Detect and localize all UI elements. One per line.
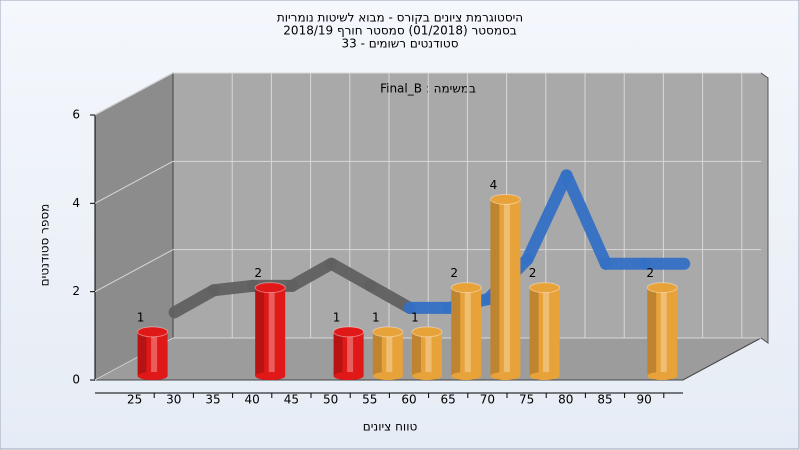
bar-highlight: [268, 287, 275, 376]
data-label: 2: [254, 266, 262, 280]
bar-base: [451, 372, 482, 380]
y-tick-label: 6: [72, 108, 80, 122]
bar-base: [255, 372, 286, 380]
bar-shade: [490, 199, 500, 376]
bar-top: [529, 282, 561, 294]
x-tick-label: 55: [362, 393, 377, 407]
grid-line: [94, 249, 174, 293]
data-label: 1: [372, 310, 380, 324]
bar-highlight: [660, 287, 667, 376]
bar-base: [137, 372, 168, 380]
bar-highlight: [543, 287, 550, 376]
bar-highlight: [464, 287, 471, 376]
data-label: 1: [411, 310, 419, 324]
bar: [490, 199, 521, 376]
data-label: 2: [646, 266, 654, 280]
trend-segment: [168, 284, 220, 319]
x-tick-label: 40: [245, 393, 260, 407]
bar-shade: [412, 331, 421, 376]
bar-top: [489, 193, 521, 205]
bar-base: [412, 372, 442, 380]
bar-base: [529, 372, 560, 380]
bar-highlight: [386, 331, 393, 376]
bar-base: [647, 372, 678, 380]
x-tick-label: 75: [519, 393, 534, 407]
bar-base: [490, 372, 521, 380]
bar: [529, 287, 560, 376]
trend-segment: [521, 169, 573, 266]
grid-line: [94, 160, 174, 204]
x-tick-label: 70: [480, 393, 495, 407]
bar: [333, 331, 364, 376]
trend-segment: [364, 279, 416, 314]
trend-segment: [286, 257, 338, 292]
trend-segment: [560, 169, 612, 270]
x-tick-label: 30: [166, 393, 181, 407]
bar: [255, 287, 286, 376]
bar-top: [411, 326, 443, 338]
bar-top: [137, 326, 169, 338]
x-tick-label: 35: [205, 393, 220, 407]
trend-segment: [325, 257, 377, 292]
data-label: 1: [333, 310, 341, 324]
bar: [647, 287, 678, 376]
bar-top: [372, 326, 404, 338]
bar-highlight: [347, 331, 354, 376]
x-tick-label: 90: [637, 393, 652, 407]
bar-top: [450, 282, 482, 294]
bar-top: [254, 282, 286, 294]
bar-base: [333, 372, 364, 380]
chart-subtitle: סטודנטים רשומים - 33: [341, 37, 458, 51]
x-tick-label: 25: [127, 393, 142, 407]
y-tick-label: 4: [72, 196, 80, 210]
y-tick-label: 0: [72, 373, 80, 387]
bar: [412, 331, 442, 376]
bar-shade: [255, 287, 265, 376]
x-tick-label: 60: [401, 393, 416, 407]
bar-highlight: [151, 331, 158, 376]
y-tick-label: 2: [72, 284, 80, 298]
data-label: 4: [490, 178, 498, 192]
data-label: 1: [137, 310, 145, 324]
bar-top: [333, 326, 365, 338]
bar-shade: [137, 331, 147, 376]
x-axis-label: טווח ציונים: [363, 420, 418, 434]
bar-shade: [333, 331, 343, 376]
y-axis-label: מספר סטודנטים: [38, 204, 52, 287]
bar: [451, 287, 482, 376]
bar-top: [646, 282, 678, 294]
bar-highlight: [503, 199, 510, 376]
bar-shade: [451, 287, 461, 376]
trend-segment: [207, 279, 259, 297]
data-label: 2: [450, 266, 458, 280]
bar-shade: [529, 287, 539, 376]
x-tick-label: 80: [558, 393, 573, 407]
bar-shade: [372, 331, 382, 376]
grid-line: [94, 72, 174, 116]
x-tick-label: 85: [597, 393, 612, 407]
x-tick-label: 45: [284, 393, 299, 407]
data-label: 2: [529, 266, 537, 280]
chart-subtitle: בסמסטר (01/2018) סמסטר חורף 2018/19: [283, 24, 516, 38]
bar-highlight: [425, 331, 432, 376]
bar: [372, 331, 403, 376]
x-tick-label: 65: [441, 393, 456, 407]
x-tick-label: 50: [323, 393, 338, 407]
bar-shade: [647, 287, 657, 376]
bar-base: [372, 372, 403, 380]
chart-title: היסטוגרמת ציונים בקורס - מבוא לשיטות נומ…: [277, 11, 523, 25]
bar: [137, 331, 168, 376]
